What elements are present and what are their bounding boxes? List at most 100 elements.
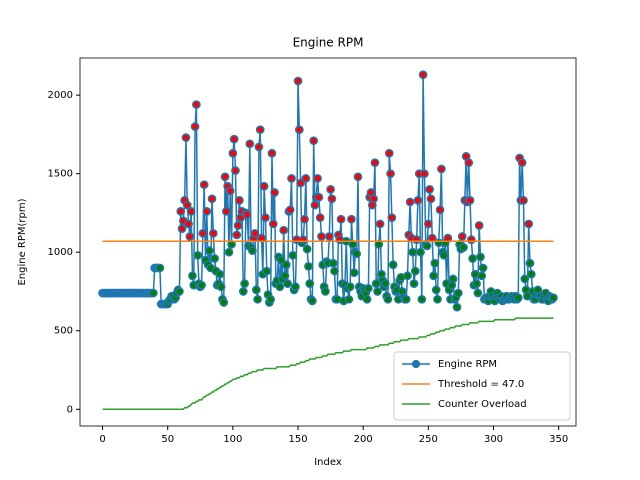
data-point (426, 194, 436, 204)
data-point (245, 139, 255, 149)
data-point (448, 274, 458, 284)
data-point (467, 235, 476, 244)
data-point (353, 172, 363, 182)
data-point (464, 158, 474, 168)
data-point (215, 269, 225, 279)
data-point (293, 76, 303, 86)
data-point (352, 249, 362, 259)
data-point (185, 232, 195, 241)
data-point (465, 196, 475, 205)
data-point (291, 282, 300, 292)
data-point (315, 213, 325, 223)
data-point (525, 258, 535, 268)
data-point (238, 287, 248, 296)
data-point (268, 219, 278, 229)
data-point (347, 214, 356, 224)
data-point (198, 229, 208, 238)
data-point (251, 285, 261, 295)
data-point (429, 271, 438, 281)
data-point (210, 254, 219, 263)
data-point (459, 243, 468, 252)
data-point (224, 247, 234, 257)
data-point (298, 235, 308, 244)
data-point (474, 221, 484, 230)
data-point (409, 279, 419, 288)
data-point (285, 205, 295, 215)
data-point (207, 194, 217, 204)
data-point (287, 174, 296, 183)
y-tick-label: 2000 (48, 90, 73, 101)
data-point (149, 288, 158, 298)
data-point (308, 296, 317, 306)
data-point (380, 279, 390, 288)
plot-area (98, 70, 558, 411)
plot-frame (79, 57, 577, 427)
data-point (193, 251, 203, 260)
data-point (188, 271, 197, 281)
data-point (192, 100, 201, 109)
data-point (270, 188, 279, 197)
data-point (262, 266, 272, 276)
data-point (373, 287, 382, 296)
data-point (517, 158, 527, 168)
data-point (412, 235, 421, 244)
data-point (430, 258, 440, 268)
data-point (199, 180, 209, 190)
data-point (452, 302, 462, 312)
data-point (433, 294, 442, 304)
data-point (275, 282, 285, 292)
chart-title: Engine RPM (293, 36, 364, 50)
data-point (305, 279, 315, 288)
data-point (418, 70, 428, 80)
x-tick-label: 200 (354, 434, 373, 445)
data-point (478, 263, 488, 273)
data-point (197, 280, 206, 290)
data-point (362, 294, 372, 304)
data-point (281, 260, 291, 270)
data-point (423, 219, 433, 229)
data-point (520, 274, 530, 284)
data-point (313, 174, 322, 183)
data-point (253, 294, 262, 304)
x-tick-label: 0 (99, 434, 105, 445)
data-point (386, 169, 395, 179)
data-point (519, 196, 528, 205)
data-point (155, 263, 165, 273)
data-point (181, 133, 191, 142)
y-tick-label: 0 (67, 404, 73, 415)
y-axis-label: Engine RPM(rpm) (17, 198, 28, 285)
data-point (416, 247, 425, 257)
data-point (184, 219, 193, 229)
data-point (472, 279, 481, 288)
data-point (364, 283, 373, 293)
data-point (182, 200, 192, 210)
data-point (413, 196, 423, 205)
legend-label: Counter Overload (438, 399, 527, 410)
legend-marker (411, 359, 421, 369)
data-point (317, 232, 326, 241)
data-point (250, 229, 260, 238)
data-point (294, 125, 304, 135)
data-point (405, 197, 415, 207)
data-point (302, 244, 312, 254)
data-point (375, 219, 385, 229)
data-point (476, 252, 485, 262)
data-point (309, 136, 319, 146)
data-point (468, 254, 478, 263)
data-point (384, 148, 394, 158)
data-point (314, 192, 324, 202)
data-point (216, 282, 226, 292)
data-point (324, 232, 334, 241)
data-point (276, 255, 286, 265)
data-point (255, 125, 265, 135)
data-point (225, 186, 235, 196)
data-point (279, 225, 289, 235)
data-point (477, 271, 487, 281)
data-point (228, 148, 238, 158)
x-axis-label: Index (314, 457, 342, 468)
data-point (387, 213, 397, 223)
data-point (328, 258, 338, 268)
data-point (457, 232, 467, 241)
data-point (401, 294, 411, 304)
data-point (205, 246, 214, 255)
